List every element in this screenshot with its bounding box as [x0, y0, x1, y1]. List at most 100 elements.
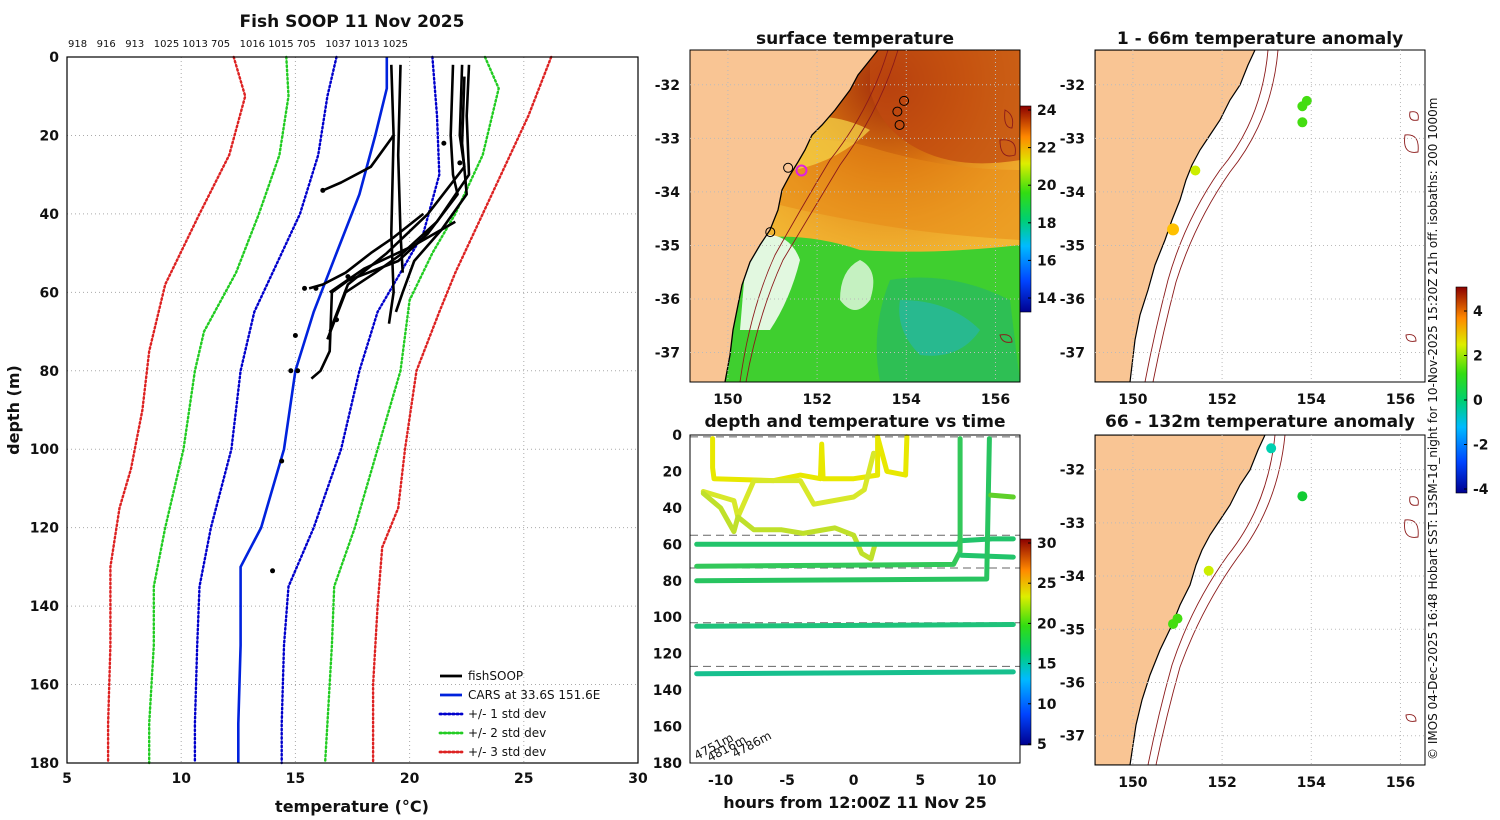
profile-x-ticks: 5 10 15 20 25 30: [62, 771, 648, 787]
y-tick-label: 180: [30, 756, 59, 772]
legend-label: fishSOOP: [468, 669, 523, 683]
fishsoop-profile: [326, 64, 471, 340]
lat-tick-label: -36: [655, 292, 680, 308]
lat-tick-label: -32: [1060, 463, 1085, 479]
colorbar-tick-label: 0: [1473, 393, 1483, 409]
cast-id-label: 1025: [383, 39, 408, 50]
colorbar-tick-label: 18: [1037, 216, 1056, 232]
time-tick-label: -10: [708, 773, 734, 789]
depth-tick-label: 100: [653, 610, 682, 626]
anomaly-point: [1266, 443, 1277, 454]
colorbar-tick-label: 22: [1037, 141, 1056, 157]
lat-tick-label: -36: [1060, 292, 1085, 308]
lat-tick-label: -35: [1060, 622, 1085, 638]
lon-tick-label: 150: [713, 392, 742, 408]
fishsoop-sample: [270, 568, 276, 574]
anomaly-point: [1168, 618, 1179, 629]
lon-tick-label: 156: [1386, 775, 1415, 791]
series-line: [193, 55, 338, 765]
lat-tick-label: -34: [1060, 569, 1086, 585]
y-tick-label: 60: [40, 285, 60, 301]
cast-id-labels: 918 916 913 1025 1013 705 1016 1015 705 1037 1013 1…: [68, 39, 408, 50]
anomaly-point: [1203, 565, 1214, 576]
fishsoop-profile: [328, 64, 466, 333]
cast-id-label: 913: [125, 39, 144, 50]
cast-marker: [783, 162, 794, 173]
series-line: [237, 57, 389, 763]
y-tick-label: 140: [30, 599, 59, 615]
lon-tick-label: 154: [892, 392, 921, 408]
y-tick-label: 20: [40, 128, 60, 144]
cast-marker: [894, 119, 905, 130]
lon-tick-label: 156: [981, 392, 1010, 408]
lon-tick-label: 154: [1297, 392, 1326, 408]
x-tick-label: 5: [62, 771, 72, 787]
depth-tick-label: 160: [653, 720, 682, 736]
cast-id-label: 1013: [354, 39, 379, 50]
colorbar-tick-label: 5: [1037, 737, 1047, 753]
anomaly-point: [1167, 223, 1180, 236]
anomaly-shallow-isobath-200: [1144, 50, 1269, 382]
series-line: [280, 55, 441, 765]
fishsoop-sample: [292, 332, 298, 338]
fishsoop-sample: [345, 274, 351, 280]
anomaly-deep-frame: [1094, 434, 1426, 766]
fishsoop-sample: [320, 187, 326, 193]
legend-label: +/- 2 std dev: [468, 726, 546, 740]
fishsoop-sample: [279, 458, 285, 464]
series-line: [371, 55, 553, 765]
depth-tick-label: 80: [663, 574, 683, 590]
profile-chart: Fish SOOP 11 Nov 2025 918 916 913 1025 1013 7…: [4, 12, 648, 816]
depth-tick-label: 40: [663, 501, 683, 517]
depth-time-colorbar-ticks: 30 25 20 15 10 5: [1028, 536, 1057, 753]
lat-tick-label: -37: [655, 346, 680, 362]
series-line: [148, 55, 290, 765]
x-tick-label: 25: [514, 771, 533, 787]
cast-id-label: 1016: [240, 39, 265, 50]
anomaly-map-shallow: 1 - 66m temperature anomaly 150 152 154 156…: [1060, 29, 1426, 408]
depth-tick-label: 60: [663, 537, 683, 553]
profile-axes-frame: [66, 56, 639, 764]
lat-tick-label: -37: [1060, 346, 1085, 362]
lat-tick-label: -36: [1060, 676, 1085, 692]
colorbar-tick-label: 10: [1037, 697, 1057, 713]
cars-location-marker: [795, 164, 808, 177]
anomaly-colorbar-ticks: 4 2 0 -2 -4: [1464, 304, 1489, 498]
bottom-depth-label-3: 4786m: [730, 728, 774, 760]
series-line: [323, 55, 500, 765]
sst-track-markers: [765, 95, 910, 238]
lat-tick-label: -35: [1060, 238, 1085, 254]
colorbar-tick-label: 24: [1037, 103, 1057, 119]
colorbar-tick-label: 20: [1037, 616, 1057, 632]
fishsoop-profile: [322, 134, 395, 192]
sst-map-title: surface temperature: [756, 29, 954, 49]
anomaly-map-deep: 66 - 132m temperature anomaly 150 152 154 1…: [1060, 412, 1426, 791]
colorbar-tick-label: -4: [1473, 482, 1489, 498]
sst-map-ticks: 150 152 154 156 -32 -33 -34 -35 -36 -37: [655, 50, 1020, 408]
fishsoop-profile: [308, 212, 425, 290]
depth-tick-label: 0: [672, 428, 682, 444]
colorbar-tick-label: 20: [1037, 178, 1057, 194]
sst-filament: [760, 140, 1020, 240]
depth-trace: [710, 434, 910, 484]
fishsoop-sample: [295, 368, 301, 374]
depth-time-traces: [690, 434, 1020, 677]
colorbar-tick-label: 25: [1037, 576, 1056, 592]
lat-tick-label: -37: [1060, 729, 1085, 745]
lon-tick-label: 152: [1207, 775, 1236, 791]
cast-id-label: 916: [97, 39, 116, 50]
time-tick-label: 5: [915, 773, 925, 789]
sst-eddy: [870, 50, 1020, 164]
cast-id-label: 918: [68, 39, 87, 50]
depth-time-title: depth and temperature vs time: [705, 412, 1006, 432]
profile-y-ticks: 0 20 40 60 80 100 120 140 160 180: [30, 50, 59, 772]
cast-marker: [765, 227, 776, 238]
seamounts: [999, 109, 1016, 343]
time-tick-label: 10: [977, 773, 997, 789]
anomaly-deep-isobath-200: [1147, 435, 1276, 765]
y-tick-label: 80: [40, 364, 60, 380]
depth-trace: [700, 450, 877, 520]
sst-cloud-gap: [740, 234, 800, 330]
cast-id-label: 1037: [325, 39, 350, 50]
